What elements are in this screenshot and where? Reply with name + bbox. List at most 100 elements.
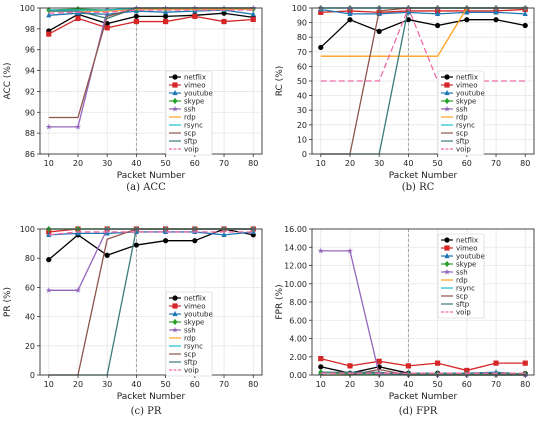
series-line-scp [48,7,254,119]
data-point-netflix [347,17,353,23]
x-tick-label: 30 [102,380,112,389]
series-line-scp [48,228,254,376]
legend-label-scp: scp [456,293,468,301]
series-line-voip [48,9,254,14]
series-line-netflix [48,12,254,32]
series-line-netflix [48,228,254,261]
data-point-youtube [493,9,499,15]
legend-label-youtube: youtube [184,90,213,98]
data-point-vimeo [405,363,411,369]
data-point-vimeo [104,25,110,31]
data-point-netflix [435,22,441,29]
series-netflix [318,17,528,51]
y-tick-label: 90 [25,108,35,117]
data-point-netflix [46,257,52,263]
legend-marker-ssh [443,268,451,275]
series-line-youtube [48,9,254,16]
y-tick-label: 100 [20,4,35,13]
legend-label-netflix: netflix [456,74,478,82]
data-point-vimeo [163,18,169,25]
y-axis-label: FPR (%) [275,284,285,319]
legend-marker-skype [172,318,178,326]
y-tick-label: 70 [297,48,307,57]
y-tick-label: 12.00 [284,262,307,271]
series-voip [320,7,526,82]
x-tick-label: 70 [491,159,501,168]
data-point-netflix [318,44,324,51]
y-tick-label: 14.00 [284,243,307,252]
legend-label-vimeo: vimeo [456,82,478,90]
y-tick-label: 20 [297,121,307,130]
data-point-youtube [250,11,256,17]
x-tick-label: 20 [73,159,83,168]
legend: netflixvimeoyoutubeskypesshrdprsyncscpsf… [437,70,485,156]
series-sftp [48,228,254,376]
x-tick-label: 80 [520,159,530,168]
y-tick-label: 92 [25,87,35,96]
legend-label-scp: scp [456,130,468,138]
data-point-youtube [522,10,528,16]
legend-label-sftp: sftp [184,359,198,367]
legend-marker-skype [444,97,450,105]
legend-marker-skype [172,97,178,105]
y-tick-label: 60 [25,283,35,292]
legend-marker-youtube [444,252,450,259]
series-line-ssh [48,7,254,128]
data-point-netflix [104,252,110,258]
legend-label-skype: skype [456,98,476,106]
x-tick-label: 20 [345,380,355,389]
data-point-netflix [376,28,382,34]
legend-label-netflix: netflix [184,74,206,82]
data-point-netflix [318,364,324,370]
x-axis-label: Packet Number [389,392,458,402]
data-point-vimeo [46,31,52,37]
series-line-vimeo [48,15,254,35]
data-point-youtube [46,12,52,18]
y-tick-label: 0 [30,371,35,380]
series-scp [48,7,254,119]
legend-marker-ssh [171,105,179,112]
legend-marker-ssh [443,105,451,112]
panel-caption: (a) ACC [126,182,166,193]
data-point-skype [347,370,353,378]
y-tick-label: 0 [302,150,307,159]
data-point-netflix [522,22,528,29]
data-point-youtube [221,231,227,237]
x-tick-label: 60 [462,380,472,389]
x-tick-label: 80 [520,380,530,389]
series-line-vimeo [320,8,526,14]
y-tick-label: 80 [297,33,307,42]
legend-label-scp: scp [184,130,196,138]
legend-label-voip: voip [456,146,471,154]
chart-panel-4: 0.00 2.00 4.00 6.00 8.00 10.00 12.00 14.00 16.00… [275,225,535,417]
data-point-netflix [192,238,198,244]
legend: netflixvimeoyoutubeskypesshrdprsyncscpsf… [165,70,213,156]
data-point-netflix [405,17,411,23]
data-point-ssh [45,123,52,130]
legend-label-sftp: sftp [456,301,470,309]
y-tick-label: 100 [292,4,307,13]
legend-marker-skype [444,260,450,268]
series-voip [48,9,254,14]
x-tick-label: 40 [403,159,413,168]
y-tick-label: 88 [25,129,35,138]
data-point-youtube [435,10,441,16]
series-line-ssh [48,228,254,291]
legend-label-youtube: youtube [456,253,485,261]
x-tick-label: 10 [316,159,326,168]
series-line-youtube [320,8,526,15]
x-tick-label: 30 [374,380,384,389]
x-tick-label: 60 [462,159,472,168]
legend-marker-netflix [444,74,450,80]
x-tick-label: 60 [190,380,200,389]
y-tick-label: 40 [297,92,307,101]
y-tick-label: 60 [297,62,307,71]
legend-marker-vimeo [444,245,450,251]
series-line-netflix [320,19,526,48]
data-point-netflix [133,13,139,19]
legend-marker-vimeo [172,82,178,88]
x-tick-label: 30 [374,159,384,168]
y-tick-label: 50 [297,77,307,86]
legend-label-youtube: youtube [184,311,213,319]
